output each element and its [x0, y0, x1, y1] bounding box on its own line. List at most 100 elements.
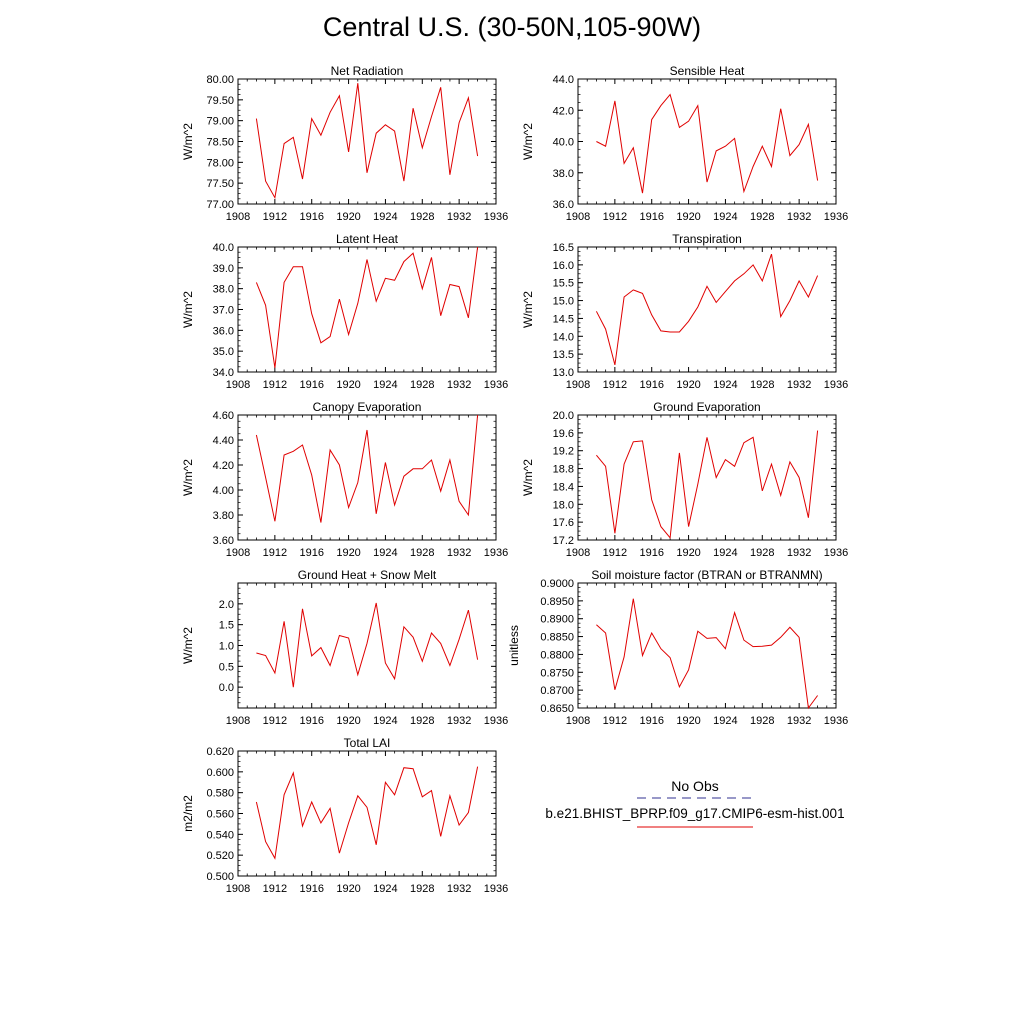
y-tick-label: 0.500: [206, 871, 234, 883]
x-tick-label: 1932: [447, 883, 471, 895]
chart-title: Latent Heat: [336, 232, 399, 246]
x-tick-label: 1908: [226, 883, 250, 895]
x-tick-label: 1916: [299, 211, 323, 223]
chart-title: Total LAI: [344, 736, 391, 750]
y-tick-label: 18.4: [553, 481, 574, 493]
x-tick-label: 1928: [750, 211, 774, 223]
x-tick-label: 1912: [263, 715, 287, 727]
y-tick-label: 14.5: [553, 313, 574, 325]
y-tick-label: 35.0: [213, 346, 234, 358]
x-tick-label: 1916: [299, 883, 323, 895]
chart-title: Ground Evaporation: [653, 400, 760, 414]
y-tick-label: 0.8900: [540, 614, 574, 626]
x-tick-label: 1936: [484, 211, 508, 223]
y-tick-label: 4.20: [213, 460, 234, 472]
x-tick-label: 1936: [484, 547, 508, 559]
x-tick-label: 1920: [676, 211, 700, 223]
x-tick-label: 1920: [336, 715, 360, 727]
chart-title: Ground Heat + Snow Melt: [298, 568, 437, 582]
x-tick-label: 1920: [336, 379, 360, 391]
series-line: [256, 602, 479, 688]
y-axis-label: W/m^2: [181, 291, 195, 328]
y-tick-label: 0.8650: [540, 703, 574, 715]
x-tick-label: 1928: [410, 211, 434, 223]
y-tick-label: 3.80: [213, 510, 234, 522]
y-axis-label: W/m^2: [181, 627, 195, 664]
y-tick-label: 34.0: [213, 367, 234, 379]
y-tick-label: 38.0: [213, 284, 234, 296]
y-tick-label: 4.60: [213, 410, 234, 422]
chart-panel-2: Sensible Heat W/m^2 1908 1912 1916 1920 1924 19…: [521, 64, 848, 223]
x-tick-label: 1920: [676, 379, 700, 391]
x-tick-label: 1912: [263, 883, 287, 895]
x-tick-label: 1936: [484, 883, 508, 895]
x-tick-label: 1912: [263, 379, 287, 391]
x-tick-label: 1908: [566, 715, 590, 727]
y-tick-label: 2.0: [219, 599, 234, 611]
legend-model-line: [637, 826, 753, 828]
y-tick-label: 18.0: [553, 499, 574, 511]
x-tick-label: 1928: [410, 379, 434, 391]
series-line: [595, 253, 819, 366]
chart-title: Soil moisture factor (BTRAN or BTRANMN): [591, 568, 822, 582]
y-tick-label: 0.5: [219, 661, 234, 673]
y-tick-label: 0.0: [219, 682, 234, 694]
x-tick-label: 1908: [566, 211, 590, 223]
chart-panel-4: Transpiration W/m^2 1908 1912 1916 1920 1924 19…: [521, 232, 848, 391]
y-tick-label: 4.40: [213, 435, 234, 447]
series-line: [596, 93, 819, 194]
y-tick-label: 78.00: [206, 157, 234, 169]
x-tick-label: 1924: [713, 547, 737, 559]
page-title: Central U.S. (30-50N,105-90W): [322, 12, 702, 42]
x-tick-label: 1912: [603, 379, 627, 391]
series-line: [255, 83, 479, 200]
y-tick-label: 44.0: [553, 74, 574, 86]
y-tick-label: 0.540: [206, 829, 234, 841]
y-tick-label: 17.6: [553, 517, 574, 529]
x-tick-label: 1912: [263, 547, 287, 559]
x-tick-label: 1928: [410, 715, 434, 727]
y-tick-label: 0.580: [206, 788, 234, 800]
y-axis-label: W/m^2: [521, 459, 535, 496]
x-tick-label: 1932: [447, 211, 471, 223]
chart-panel-8: Soil moisture factor (BTRAN or BTRANMN) u…: [507, 568, 848, 727]
y-tick-label: 79.00: [206, 116, 234, 128]
y-tick-label: 80.00: [206, 74, 234, 86]
series-line: [596, 598, 819, 710]
y-tick-label: 0.8850: [540, 632, 574, 644]
y-tick-label: 18.8: [553, 464, 574, 476]
y-tick-label: 77.00: [206, 199, 234, 211]
y-tick-label: 20.0: [553, 410, 574, 422]
x-tick-label: 1916: [639, 715, 663, 727]
x-tick-label: 1916: [639, 211, 663, 223]
x-tick-label: 1932: [787, 547, 811, 559]
plot-frame: [237, 750, 497, 877]
y-tick-label: 0.8800: [540, 649, 574, 661]
chart-title: Sensible Heat: [670, 64, 745, 78]
x-tick-label: 1920: [336, 211, 360, 223]
x-tick-label: 1924: [713, 211, 737, 223]
x-tick-label: 1912: [603, 547, 627, 559]
x-tick-label: 1912: [603, 211, 627, 223]
x-tick-label: 1932: [447, 715, 471, 727]
x-tick-label: 1924: [373, 379, 397, 391]
x-tick-label: 1908: [226, 379, 250, 391]
plot-frame: [577, 582, 837, 709]
y-axis-label: W/m^2: [521, 291, 535, 328]
series-line: [255, 766, 479, 860]
y-tick-label: 0.560: [206, 809, 234, 821]
x-tick-label: 1928: [750, 715, 774, 727]
x-tick-label: 1924: [713, 715, 737, 727]
y-tick-label: 39.0: [213, 263, 234, 275]
x-tick-label: 1924: [373, 547, 397, 559]
x-tick-label: 1928: [750, 547, 774, 559]
x-tick-label: 1936: [484, 379, 508, 391]
chart-panel-6: Ground Evaporation W/m^2 1908 1912 1916 1920 1…: [521, 400, 848, 559]
x-tick-label: 1932: [447, 379, 471, 391]
y-tick-label: 0.8950: [540, 596, 574, 608]
y-tick-label: 0.8750: [540, 667, 574, 679]
y-axis-label: W/m^2: [181, 459, 195, 496]
chart-panel-3: Latent Heat W/m^2 1908 1912 1916 1920 1924 1928…: [181, 232, 508, 391]
y-tick-label: 79.50: [206, 95, 234, 107]
x-tick-label: 1936: [824, 547, 848, 559]
